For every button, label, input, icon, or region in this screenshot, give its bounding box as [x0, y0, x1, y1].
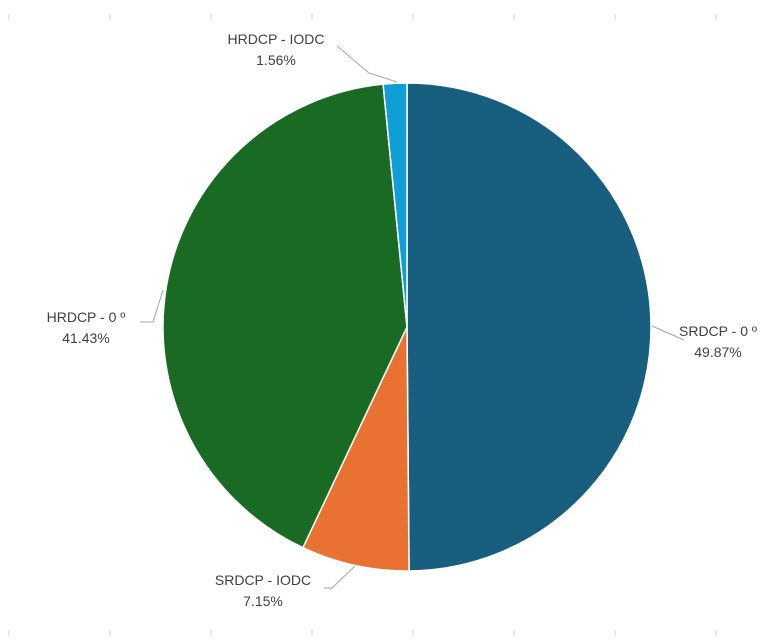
- data-label-value-2: 41.43%: [62, 330, 109, 346]
- data-label-name-2: HRDCP - 0 º: [47, 309, 126, 325]
- frame-ticks: [8, 14, 717, 636]
- leader-line-1: [324, 565, 356, 589]
- leader-line-3: [336, 45, 398, 83]
- leader-lines: [140, 45, 685, 589]
- data-label-value-1: 7.15%: [243, 593, 283, 609]
- data-label-value-3: 1.56%: [256, 52, 296, 68]
- pie-slice-3: [382, 82, 408, 328]
- data-label-name-3: HRDCP - IODC: [228, 31, 325, 47]
- data-label-value-0: 49.87%: [694, 344, 741, 360]
- pie-slice-0: [406, 82, 652, 572]
- pie-slices: [162, 82, 652, 572]
- leader-line-0: [651, 325, 685, 341]
- data-label-name-1: SRDCP - IODC: [215, 572, 311, 588]
- data-label-name-0: SRDCP - 0 º: [679, 323, 757, 339]
- leader-line-2: [140, 289, 164, 323]
- pie-slice-1: [301, 326, 410, 572]
- data-labels: SRDCP - 0 º 49.87% SRDCP - IODC 7.15% HRDCP …: [47, 31, 757, 609]
- pie-slice-2: [162, 83, 408, 549]
